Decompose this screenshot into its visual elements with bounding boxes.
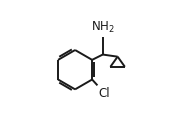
- Text: NH$_2$: NH$_2$: [91, 20, 115, 35]
- Text: Cl: Cl: [98, 87, 110, 100]
